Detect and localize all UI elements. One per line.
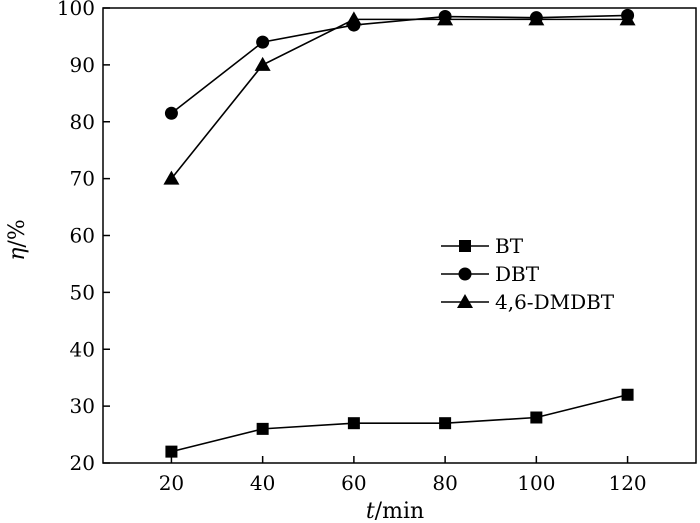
y-tick-label: 100	[57, 0, 95, 20]
y-axis-unit: /%	[5, 219, 30, 247]
x-tick-label: 120	[608, 471, 646, 495]
legend-label: 4,6-DMDBT	[495, 290, 615, 314]
data-point	[619, 11, 636, 26]
x-tick-label: 20	[159, 471, 184, 495]
data-point	[437, 11, 454, 26]
legend-entry: BT	[441, 234, 524, 258]
series-square	[165, 388, 634, 458]
x-axis-ticks: 20 40 60 80 100 120	[159, 456, 647, 495]
data-point	[165, 445, 178, 458]
series-line	[170, 14, 628, 114]
x-axis-unit: /min	[375, 499, 424, 523]
legend-marker	[457, 294, 473, 308]
y-axis-ticks: 20 30 40 50 60 70 80 90 100	[57, 0, 110, 475]
y-tick-label: 60	[70, 224, 95, 248]
x-tick-label: 80	[432, 471, 457, 495]
y-tick-label: 20	[70, 451, 95, 475]
legend-label: BT	[495, 234, 524, 258]
series-circle	[164, 8, 635, 120]
data-point	[164, 106, 178, 120]
y-tick-label: 90	[70, 53, 95, 77]
data-point	[254, 56, 271, 71]
y-axis-variable: η	[5, 248, 30, 261]
legend-label: DBT	[495, 262, 540, 286]
data-point	[530, 411, 543, 424]
series-triangle	[163, 11, 636, 185]
y-tick-label: 30	[70, 394, 95, 418]
x-axis-label: t/min	[366, 499, 424, 523]
legend-marker	[459, 240, 471, 252]
data-point	[163, 170, 180, 185]
series-line	[171, 393, 628, 453]
series-layer	[163, 8, 636, 458]
x-tick-label: 60	[341, 471, 366, 495]
x-axis-variable: t	[366, 499, 375, 523]
data-point	[621, 388, 634, 401]
y-tick-label: 40	[70, 337, 95, 361]
y-tick-label: 50	[70, 280, 95, 304]
data-point	[347, 417, 360, 430]
data-point	[256, 422, 269, 435]
x-tick-label: 40	[250, 471, 275, 495]
data-point	[345, 11, 362, 26]
series-line	[170, 18, 628, 180]
data-point	[528, 11, 545, 26]
y-axis-label: η/%	[5, 219, 30, 261]
data-point	[256, 35, 270, 49]
y-tick-label: 80	[70, 110, 95, 134]
legend-entry: DBT	[441, 262, 540, 286]
data-point	[439, 417, 452, 430]
plot-frame	[102, 7, 697, 464]
legend-entry: 4,6-DMDBT	[441, 290, 615, 314]
legend-marker	[458, 267, 472, 281]
x-tick-label: 100	[517, 471, 555, 495]
y-tick-label: 70	[70, 167, 95, 191]
legend: BT DBT 4,6-DMDBT	[441, 234, 615, 314]
